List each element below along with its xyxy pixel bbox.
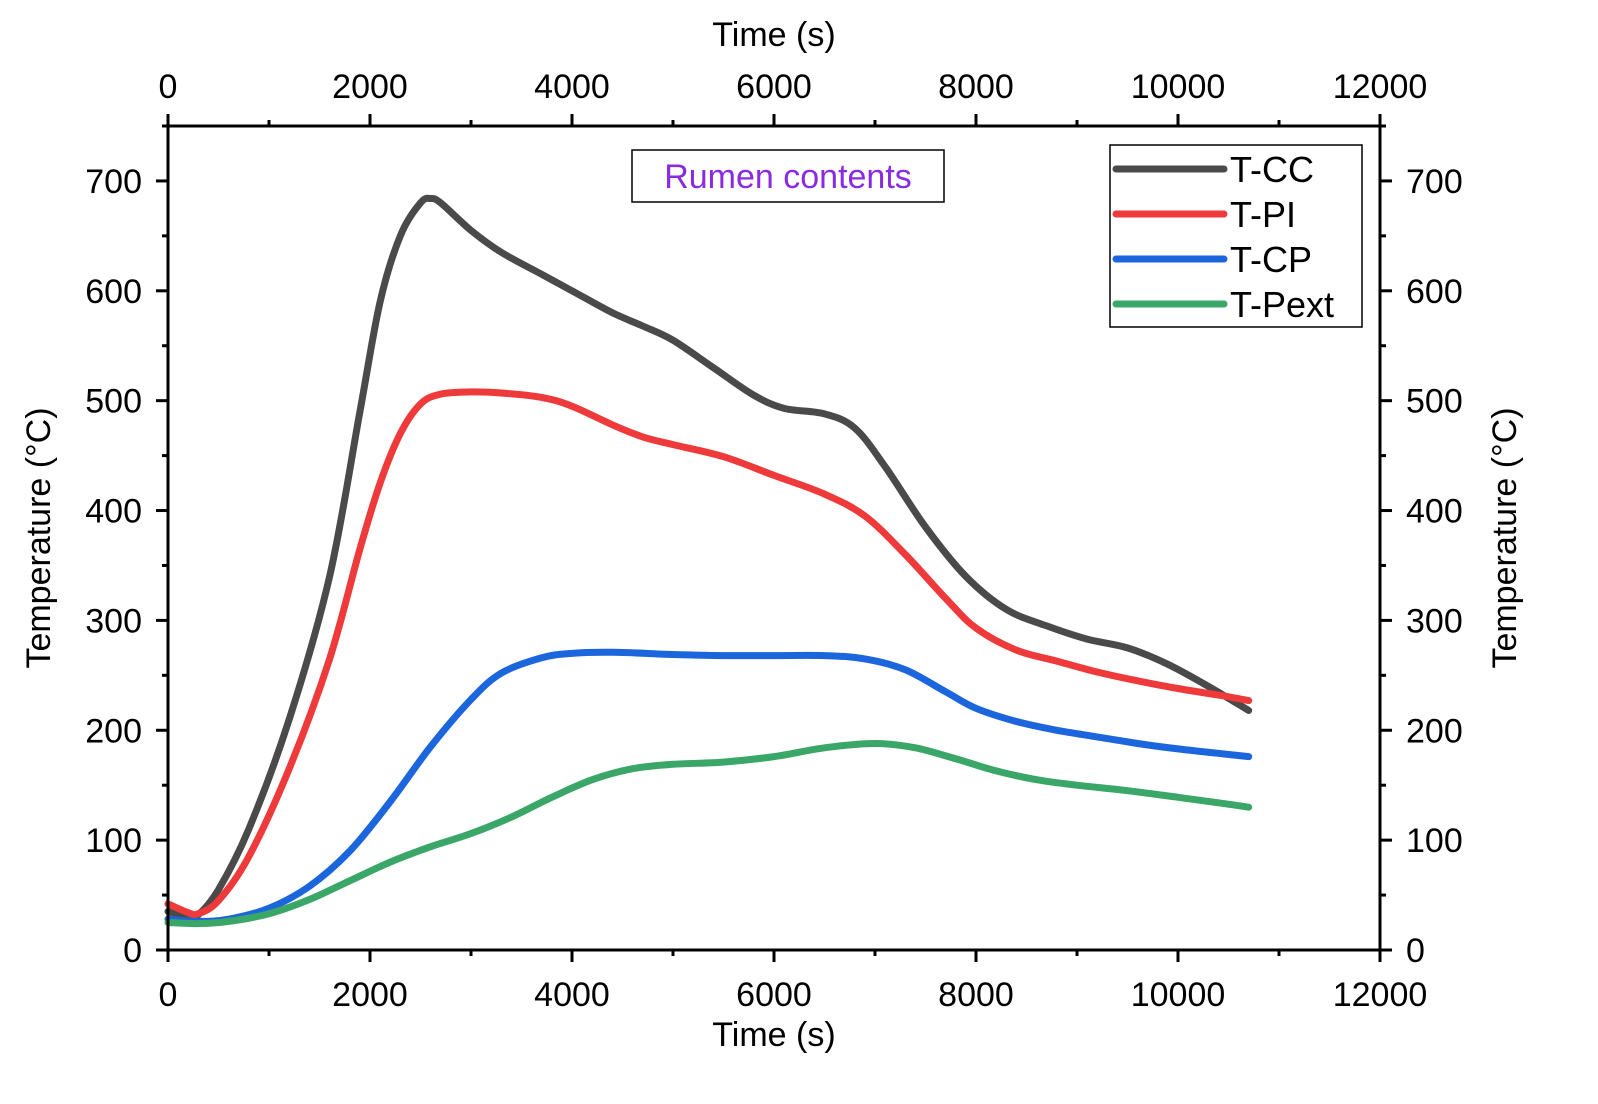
series-lines [164,194,1253,928]
y-tick-label-left: 0 [123,932,142,970]
y-tick-label-right: 600 [1406,273,1463,311]
ticks: 0020002000400040006000600080008000100001… [85,68,1462,1014]
x-tick-label-bottom: 0 [159,976,178,1014]
y-tick-label-left: 200 [85,712,142,750]
x-axis-title-bottom: Time (s) [712,1016,835,1054]
x-tick-label-bottom: 12000 [1333,976,1428,1014]
y-tick-label-right: 700 [1406,163,1463,201]
series-line-t-cp [164,648,1253,925]
legend-label-t-cc: T-CC [1230,149,1314,190]
x-tick-label-bottom: 8000 [938,976,1014,1014]
y-tick-label-right: 200 [1406,712,1463,750]
y-axis-title-right: Temperature (°C) [1486,407,1524,668]
y-tick-label-right: 300 [1406,602,1463,640]
series-line-t-pi [164,388,1253,919]
x-tick-label-top: 10000 [1131,68,1226,106]
legend-label-t-pext: T-Pext [1230,284,1334,325]
y-tick-label-right: 100 [1406,822,1463,860]
series-line-t-cc [164,194,1253,922]
y-tick-label-right: 400 [1406,493,1463,531]
y-tick-label-left: 600 [85,273,142,311]
y-tick-label-right: 500 [1406,383,1463,421]
legend-label-t-pi: T-PI [1230,194,1296,235]
x-tick-label-top: 4000 [534,68,610,106]
annotation-frame [631,149,945,203]
annotation-box: Rumen contents [631,149,945,203]
x-tick-label-top: 2000 [332,68,408,106]
y-tick-label-left: 300 [85,602,142,640]
x-tick-label-top: 0 [159,68,178,106]
x-tick-label-top: 12000 [1333,68,1428,106]
x-tick-label-bottom: 4000 [534,976,610,1014]
x-tick-label-bottom: 6000 [736,976,812,1014]
legend-frame [1109,144,1363,328]
y-tick-label-left: 100 [85,822,142,860]
legend: T-CCT-PIT-CPT-Pext [1109,144,1363,328]
annotation-label: Rumen contents [664,158,912,196]
y-tick-label-right: 0 [1406,932,1425,970]
x-tick-label-bottom: 10000 [1131,976,1226,1014]
x-tick-label-top: 6000 [736,68,812,106]
legend-label-t-cp: T-CP [1230,239,1312,280]
x-axis-title-top: Time (s) [712,16,835,54]
x-tick-label-top: 8000 [938,68,1014,106]
y-tick-label-left: 500 [85,383,142,421]
series-line-t-pext [164,740,1253,928]
x-tick-label-bottom: 2000 [332,976,408,1014]
y-tick-label-left: 400 [85,493,142,531]
y-axis-title-left: Temperature (°C) [20,407,58,668]
y-tick-label-left: 700 [85,163,142,201]
